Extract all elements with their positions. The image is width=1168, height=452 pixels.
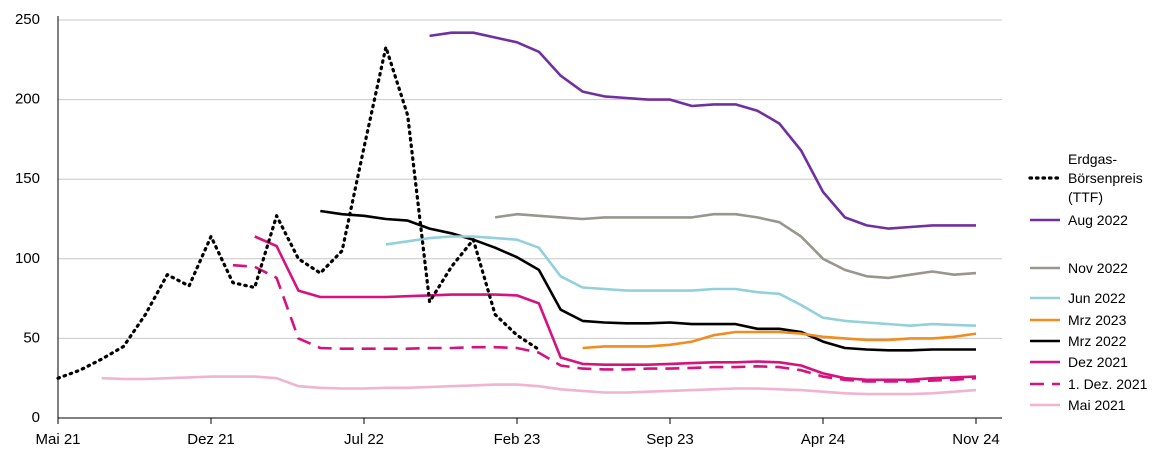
y-tick-label: 0 [32, 409, 40, 426]
series-line [320, 209, 976, 352]
legend-label: Aug 2022 [1068, 211, 1128, 228]
series-line [582, 330, 977, 350]
series-line [429, 31, 976, 230]
series-line [232, 263, 977, 383]
legend-label: Mai 2021 [1068, 396, 1126, 413]
x-tick-label: Dez 21 [187, 431, 235, 448]
x-tick-label: Mai 21 [35, 431, 80, 448]
legend-label: Nov 2022 [1068, 259, 1128, 276]
y-tick-label: 200 [15, 91, 40, 108]
x-tick-label: Nov 24 [952, 431, 1000, 448]
series-line [254, 235, 977, 382]
x-tick-label: Feb 23 [494, 431, 541, 448]
series-line [101, 375, 977, 396]
legend-label: 1. Dez. 2021 [1068, 375, 1148, 392]
x-tick-label: Apr 24 [801, 431, 845, 448]
legend-label: Erdgas- Börsenpreis (TTF) [1068, 150, 1143, 205]
series-line [56, 45, 541, 380]
legend-label: Mrz 2023 [1068, 311, 1127, 328]
x-tick-label: Sep 23 [646, 431, 694, 448]
y-tick-label: 50 [23, 329, 40, 346]
legend-label: Dez 2021 [1068, 353, 1128, 370]
legend-label: Mrz 2022 [1068, 332, 1127, 349]
series-line [385, 235, 977, 327]
y-tick-label: 250 [15, 11, 40, 28]
legend-label: Jun 2022 [1068, 289, 1126, 306]
y-tick-label: 150 [15, 170, 40, 187]
x-tick-label: Jul 22 [344, 431, 384, 448]
series-line [494, 212, 977, 280]
y-tick-label: 100 [15, 250, 40, 267]
